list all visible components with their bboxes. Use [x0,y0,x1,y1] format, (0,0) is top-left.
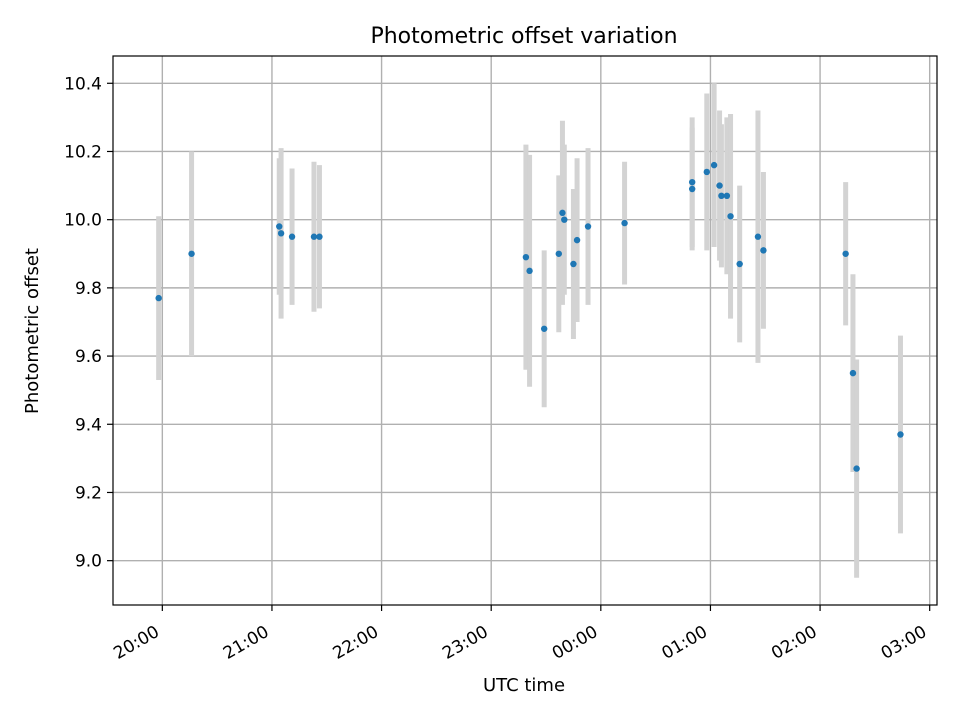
plot-area-frame [112,55,938,606]
y-tick-label: 10.4 [64,74,102,94]
chart-title: Photometric offset variation [370,24,677,49]
data-point [540,325,548,332]
data-point [155,294,162,302]
data-point [727,213,734,220]
data-point [853,465,860,472]
y-tick-label: 10.2 [64,142,102,162]
data-point [688,185,696,193]
data-point [760,247,767,254]
data-point [842,250,849,257]
y-tick-label: 9.8 [75,279,102,299]
data-point [316,233,323,240]
x-axis-label: UTC time [483,675,565,696]
data-point [754,233,762,240]
data-points [155,161,904,472]
y-tick-label: 9.6 [75,347,102,367]
data-point [276,223,283,230]
data-point [573,236,581,244]
data-point [310,233,318,240]
data-point [188,250,195,257]
data-point [522,253,530,261]
data-point [718,192,725,200]
data-point [561,216,568,223]
data-point [703,168,710,176]
y-tick-labels: 9.0 9.2 9.4 9.6 9.8 10.0 10.2 10.4 [64,74,102,571]
data-point [584,223,592,230]
data-point [736,260,743,268]
data-point [710,161,718,169]
data-point [723,192,731,200]
data-point [559,209,566,217]
data-point [716,182,723,189]
y-axis-label: Photometric offset [22,248,43,414]
y-tick-label: 9.0 [75,552,102,572]
y-tick-label: 9.4 [75,415,102,435]
data-point [555,250,563,257]
data-point [849,369,857,377]
y-tick-label: 10.0 [64,211,102,231]
data-point [277,230,285,237]
data-point [526,267,533,275]
data-point [897,431,904,438]
ticks [107,82,931,611]
data-point [570,260,577,268]
y-tick-label: 9.2 [75,483,102,503]
data-point [288,233,296,240]
data-point [621,219,628,227]
data-point [688,178,696,186]
